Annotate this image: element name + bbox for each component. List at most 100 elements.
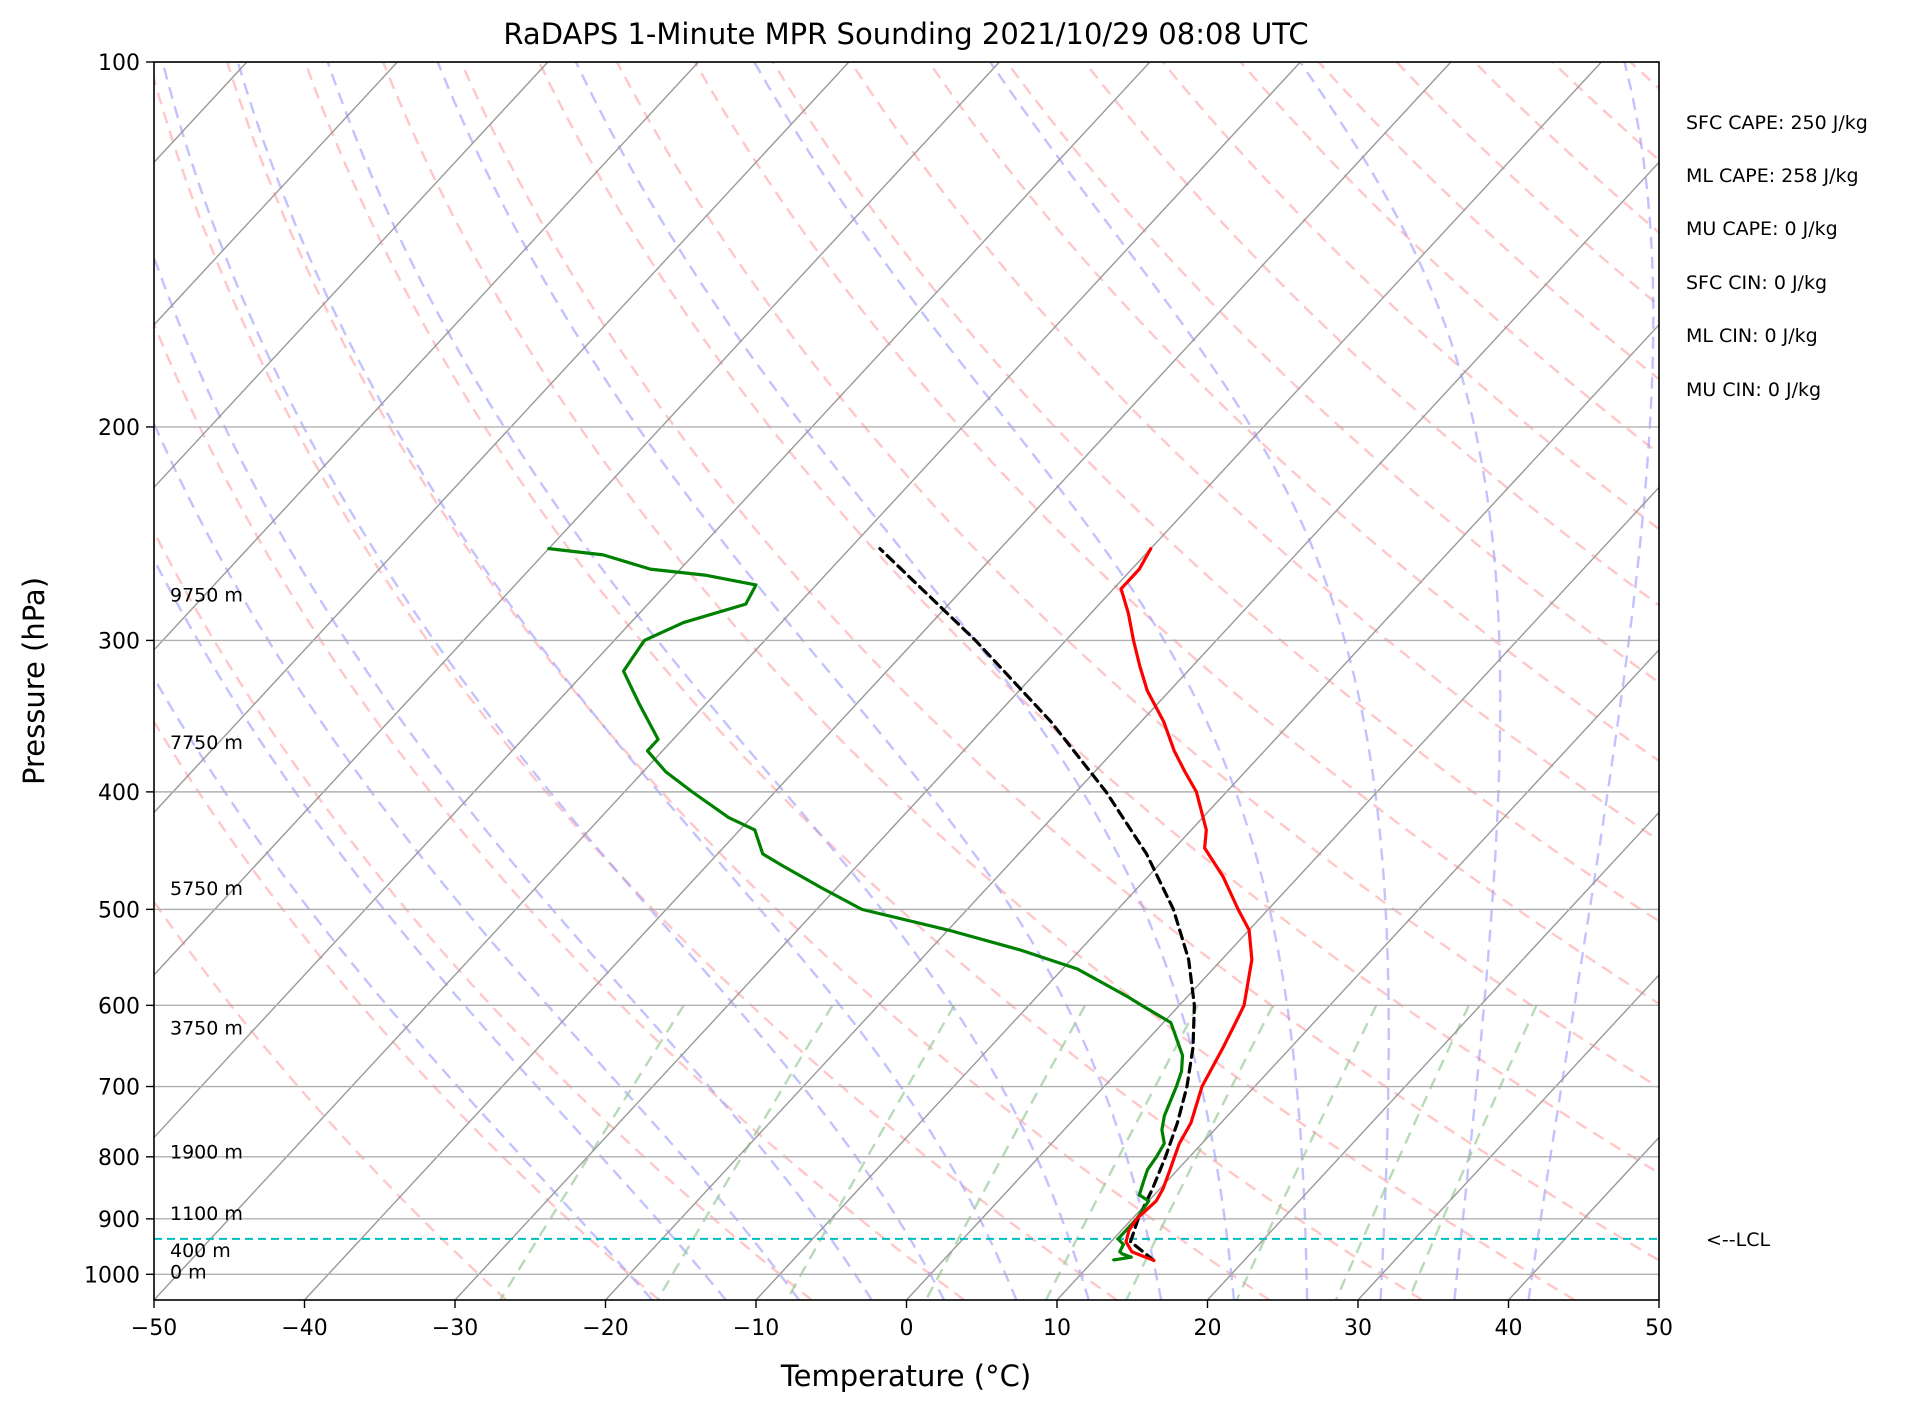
y-axis-ticks: 100 200 300 400 500 600 700 800 900 1000 <box>84 51 154 1288</box>
isotherm-line <box>905 486 1659 1300</box>
isotherm-line <box>154 62 398 326</box>
mixing-ratio-line <box>785 1004 956 1300</box>
height-label: 1100 m <box>170 1203 243 1225</box>
dry-adiabat <box>1551 62 1659 162</box>
y-tick-label: 800 <box>98 1146 140 1171</box>
y-tick-label: 700 <box>98 1076 140 1101</box>
mixing-ratio-line <box>1407 1004 1538 1300</box>
mixing-ratio-line <box>924 1004 1087 1300</box>
stat-mu-cin: MU CIN: 0 J/kg <box>1686 379 1821 401</box>
parcel-profile-line <box>878 547 1196 1263</box>
mixing-ratio-line <box>1235 1004 1378 1300</box>
moist-adiabat <box>1527 62 1655 1300</box>
height-label: 1900 m <box>170 1142 243 1164</box>
height-label: 400 m <box>170 1240 231 1262</box>
isotherm-line <box>154 62 699 651</box>
dry-adiabat <box>693 62 1659 1006</box>
y-axis-label: Pressure (hPa) <box>17 577 51 785</box>
x-tick-label: 10 <box>1043 1316 1071 1341</box>
moist-adiabat <box>161 62 946 1300</box>
y-tick-label: 500 <box>98 898 140 923</box>
sounding-profiles <box>547 547 1254 1263</box>
plot-frame <box>153 61 1660 1301</box>
isotherm-line <box>1658 1298 1659 1300</box>
x-tick-label: −50 <box>131 1316 177 1341</box>
dry-adiabat <box>849 62 1659 842</box>
isotherm-line <box>154 62 850 814</box>
y-tick-label: 100 <box>98 51 140 76</box>
x-axis-ticks: −50 −40 −30 −20 −10 0 10 20 30 40 50 <box>131 1300 1673 1341</box>
dry-adiabat <box>459 62 1659 1262</box>
moist-adiabat <box>154 253 873 1300</box>
mixing-ratio-line <box>656 1004 834 1300</box>
stats-panel: SFC CAPE: 250 J/kg ML CAPE: 258 J/kg MU … <box>1686 112 1868 401</box>
dry-adiabat <box>154 899 508 1300</box>
dry-adiabat <box>1629 62 1659 90</box>
dry-adiabat <box>154 719 660 1300</box>
moist-adiabat <box>154 420 800 1300</box>
x-tick-label: −30 <box>432 1316 478 1341</box>
x-axis-label: Temperature (°C) <box>780 1359 1031 1393</box>
mixing-ratio-line <box>1044 1004 1199 1300</box>
x-tick-label: 0 <box>900 1316 914 1341</box>
x-tick-label: 20 <box>1194 1316 1222 1341</box>
dry-adiabat <box>1239 62 1659 456</box>
x-tick-label: −20 <box>582 1316 628 1341</box>
isotherm-line <box>154 62 1000 976</box>
dry-adiabat <box>771 62 1659 923</box>
isotherm-line <box>154 62 1151 1139</box>
y-tick-label: 200 <box>98 416 140 441</box>
isotherm-line <box>1507 1136 1659 1300</box>
stat-mu-cape: MU CAPE: 0 J/kg <box>1686 218 1838 240</box>
dry-adiabat <box>537 62 1659 1175</box>
height-label: 0 m <box>170 1262 207 1284</box>
y-tick-label: 600 <box>98 994 140 1019</box>
dry-adiabat <box>1161 62 1659 531</box>
dry-adiabat <box>304 62 1423 1300</box>
dry-adiabat <box>615 62 1659 1089</box>
dry-adiabat <box>154 320 965 1300</box>
stat-sfc-cin: SFC CIN: 0 J/kg <box>1686 272 1827 294</box>
moist-adiabat <box>154 675 654 1300</box>
dry-adiabat <box>1083 62 1659 607</box>
mixing-ratio-line <box>499 1004 685 1300</box>
height-label: 5750 m <box>170 878 243 900</box>
y-tick-label: 1000 <box>84 1263 140 1288</box>
lcl-label: <--LCL <box>1706 1229 1770 1251</box>
dry-adiabat <box>154 529 813 1300</box>
mixing-ratio-line <box>1125 1004 1275 1300</box>
isotherm-line <box>303 62 1452 1300</box>
dewpoint-profile-line <box>547 547 1185 1262</box>
isotherm-line <box>154 62 549 489</box>
chart-title: RaDAPS 1-Minute MPR Sounding 2021/10/29 … <box>503 17 1308 51</box>
dry-adiabat <box>226 62 1271 1300</box>
temperature-profile-line <box>1119 547 1254 1263</box>
grid-lines <box>154 62 1659 1300</box>
y-tick-label: 900 <box>98 1208 140 1233</box>
dry-adiabat <box>1317 62 1659 381</box>
dry-adiabat <box>381 62 1576 1300</box>
isotherm-line <box>1056 648 1659 1300</box>
moist-adiabat <box>436 62 1163 1300</box>
moist-adiabat <box>574 62 1236 1300</box>
isotherm-line <box>755 323 1659 1300</box>
isotherm-line <box>1357 973 1659 1300</box>
stat-ml-cape: ML CAPE: 258 J/kg <box>1686 165 1859 187</box>
y-tick-label: 400 <box>98 781 140 806</box>
isotherm-line <box>1206 811 1659 1300</box>
height-label: 3750 m <box>170 1018 243 1040</box>
stat-ml-cin: ML CIN: 0 J/kg <box>1686 325 1818 347</box>
y-tick-label: 300 <box>98 629 140 654</box>
mixing-ratio-line <box>1334 1004 1470 1300</box>
moist-adiabat <box>753 62 1309 1300</box>
dry-adiabat <box>154 74 1118 1300</box>
height-label: 9750 m <box>170 585 243 607</box>
moist-adiabat <box>1299 62 1502 1300</box>
isotherm-line <box>154 62 1301 1300</box>
isotherm-line <box>604 161 1659 1300</box>
moist-adiabat <box>154 557 727 1300</box>
isotherm-line <box>454 62 1602 1300</box>
stat-sfc-cape: SFC CAPE: 250 J/kg <box>1686 112 1868 134</box>
